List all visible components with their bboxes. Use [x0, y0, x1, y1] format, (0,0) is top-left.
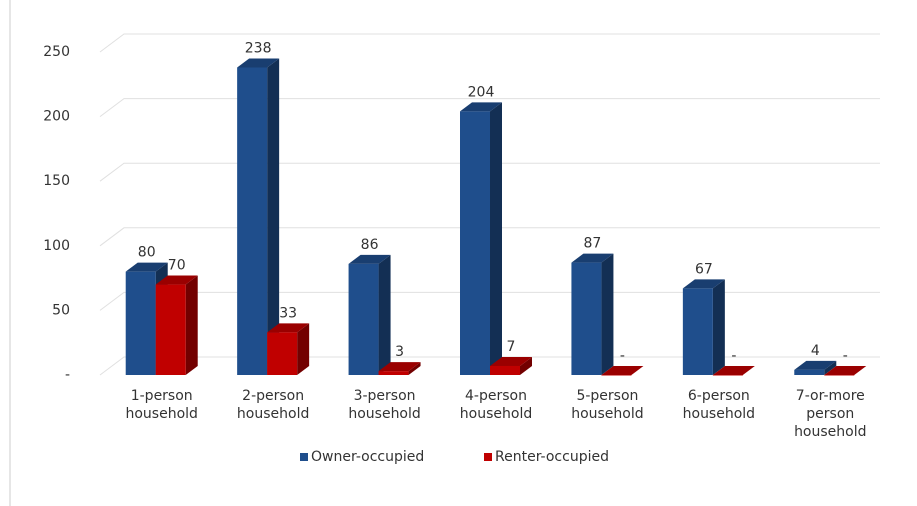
x-tick-label: 2-person household [236, 388, 310, 422]
bar-top [460, 102, 502, 112]
bar-side [267, 58, 280, 376]
data-label: - [731, 348, 736, 364]
bar-top [794, 360, 837, 370]
bar-side [824, 360, 837, 375]
data-label: 33 [279, 305, 297, 321]
bar-top [267, 323, 310, 333]
x-tick-label: 5-person household [571, 388, 644, 422]
bar [490, 365, 520, 375]
bar [348, 263, 379, 375]
bar [571, 262, 602, 375]
bar-top [571, 253, 614, 263]
x-tick-label: 1-person household [125, 388, 198, 422]
bar-side [297, 323, 310, 375]
data-label: - [843, 348, 848, 364]
data-label: 7 [507, 339, 516, 355]
bar-top [155, 275, 198, 285]
y-tick-label: 150 [43, 173, 70, 189]
grid-line [99, 33, 880, 53]
data-label: 70 [168, 258, 186, 274]
bar-side [490, 102, 502, 375]
bar-top [490, 356, 532, 366]
y-tick-label: 250 [43, 44, 70, 60]
bar [794, 369, 825, 375]
bar [824, 375, 855, 376]
bar [155, 284, 186, 375]
bar [267, 332, 298, 375]
data-label: 238 [245, 41, 272, 57]
x-tick-label: 3-person household [348, 388, 421, 422]
x-tick-label: 4-person household [459, 388, 533, 422]
y-tick-label: - [65, 367, 70, 383]
bar [712, 375, 743, 376]
bar-top [824, 366, 867, 375]
bar [237, 67, 268, 375]
data-label: 80 [138, 245, 156, 261]
y-tick-label: 50 [52, 302, 70, 318]
data-label: 87 [584, 236, 602, 252]
grid-line [99, 227, 880, 247]
bar-top [712, 366, 755, 375]
legend-swatch [484, 453, 492, 461]
x-tick-label: 7-or-more person household [794, 388, 867, 440]
bar [125, 271, 156, 375]
bar-side [378, 254, 391, 375]
grid-line [99, 291, 880, 311]
y-tick-label: 200 [43, 109, 70, 125]
bar-side [408, 362, 421, 375]
data-label: 86 [361, 237, 379, 253]
bar-top [125, 262, 168, 272]
bar [601, 375, 632, 376]
bar-side [601, 253, 614, 375]
y-tick-label: 100 [43, 238, 70, 254]
bar [378, 371, 409, 375]
bar-top [378, 362, 421, 372]
bar-side [520, 356, 532, 375]
legend-label: Renter-occupied [495, 449, 609, 465]
x-tick-label: 6-person household [682, 388, 756, 422]
data-label: 204 [468, 84, 495, 100]
data-label: 67 [695, 261, 713, 277]
grid-line [99, 98, 880, 117]
bar-top [237, 58, 280, 68]
bar [682, 288, 713, 375]
bar-top [682, 279, 725, 289]
bar-side [185, 275, 198, 375]
grid-line [99, 162, 880, 182]
bar-top [601, 366, 644, 375]
legend-label: Owner-occupied [311, 449, 424, 465]
data-label: - [620, 348, 625, 364]
bar-top [348, 254, 391, 264]
data-label: 4 [811, 343, 820, 359]
bar-side [712, 279, 725, 375]
legend-swatch [300, 453, 308, 461]
grid-line [99, 356, 880, 376]
data-label: 3 [395, 344, 404, 360]
bar [460, 111, 490, 375]
